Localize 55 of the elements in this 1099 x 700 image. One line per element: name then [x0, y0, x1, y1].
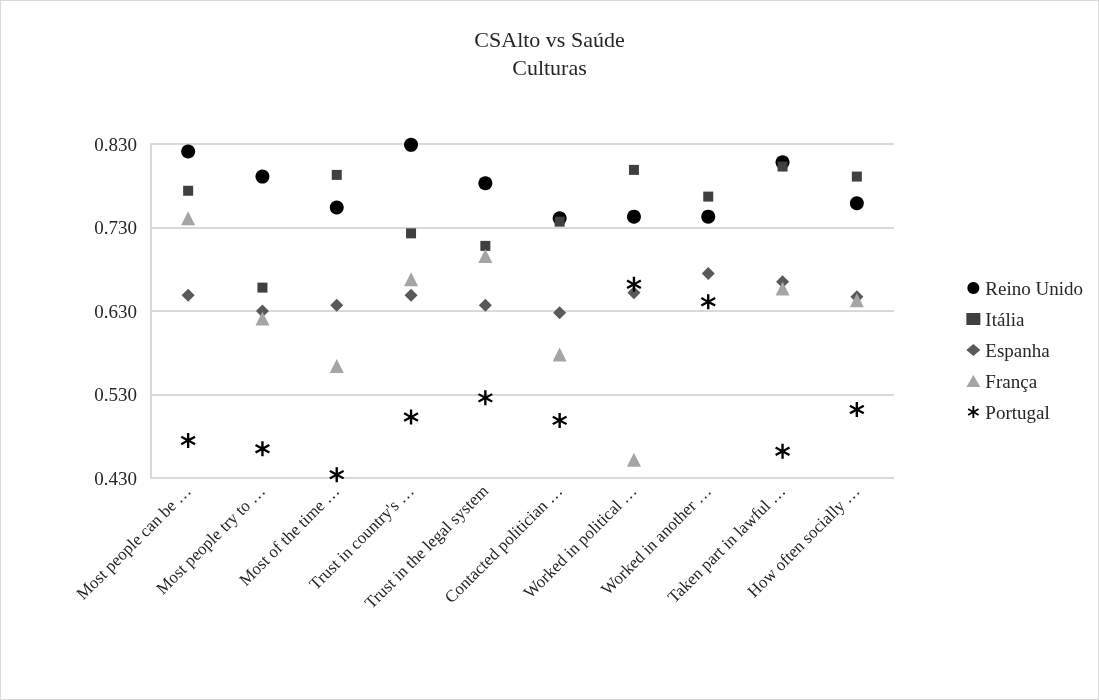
- point: [404, 137, 419, 152]
- point: [406, 228, 417, 239]
- point: [404, 288, 418, 302]
- legend-label: França: [985, 370, 1038, 392]
- chart-subtitle: Culturas: [512, 54, 587, 80]
- point: [329, 467, 345, 483]
- point: [480, 240, 491, 251]
- point: [330, 298, 344, 312]
- point: [255, 169, 270, 184]
- point: [626, 209, 641, 224]
- legend-label: Espanha: [985, 339, 1051, 361]
- point: [404, 272, 419, 287]
- y-tick-label: 0.730: [94, 217, 137, 238]
- point: [777, 161, 788, 172]
- point: [701, 266, 715, 280]
- y-tick-label: 0.530: [94, 384, 137, 405]
- point: [329, 359, 344, 374]
- legend-label: Itália: [985, 308, 1025, 330]
- point: [849, 293, 864, 308]
- point: [254, 441, 270, 457]
- point: [851, 171, 862, 182]
- point: [701, 209, 716, 224]
- point: [775, 281, 790, 296]
- point: [849, 196, 864, 211]
- point: [181, 211, 196, 226]
- legend-label: Reino Unido: [985, 277, 1084, 299]
- legend-label: Portugal: [985, 401, 1050, 423]
- point: [478, 298, 492, 312]
- point: [403, 409, 419, 425]
- point: [553, 306, 567, 320]
- point: [329, 200, 344, 215]
- point: [628, 164, 639, 175]
- point: [257, 282, 268, 293]
- y-tick-label: 0.630: [94, 300, 137, 322]
- point: [626, 276, 642, 292]
- chart-title: CSAlto vs Saúde: [474, 26, 625, 52]
- point: [331, 169, 342, 180]
- y-tick-label: 0.430: [94, 467, 137, 489]
- point: [183, 185, 194, 196]
- point: [626, 452, 641, 467]
- point: [552, 412, 568, 428]
- point: [703, 191, 714, 202]
- y-tick-label: 0.830: [94, 133, 137, 155]
- point: [552, 347, 567, 362]
- point: [700, 294, 716, 310]
- point: [181, 144, 196, 159]
- point: [255, 311, 270, 326]
- point: [477, 390, 493, 406]
- point: [554, 216, 565, 227]
- point: [478, 248, 493, 263]
- point: [181, 288, 195, 302]
- point: [849, 402, 865, 418]
- point: [180, 432, 196, 448]
- point: [775, 443, 791, 459]
- point: [478, 176, 493, 191]
